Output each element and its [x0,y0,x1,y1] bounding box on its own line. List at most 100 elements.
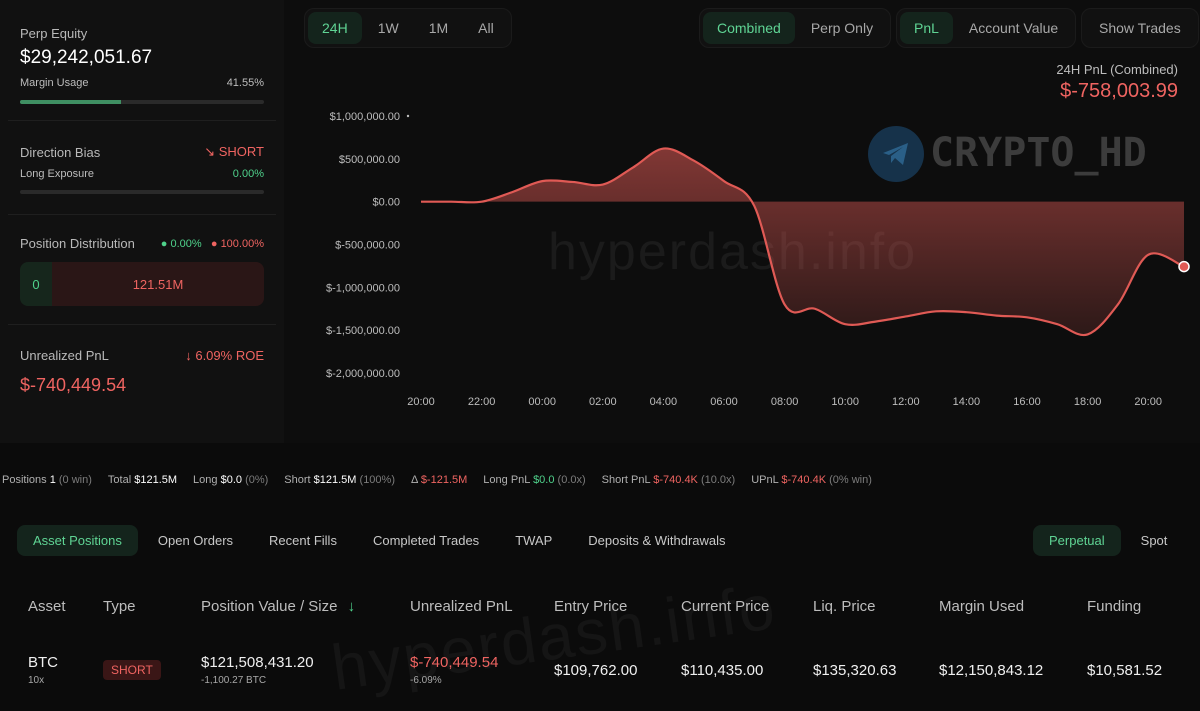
asset-cell: BTC 10x [28,654,58,686]
x-tick-label: 20:00 [1134,396,1162,408]
positions-table-header: Asset Type Position Value / Size ↓ Unrea… [0,598,1200,620]
divider [8,214,276,215]
type-cell: SHORT [103,660,161,680]
col-margin-used[interactable]: Margin Used [939,598,1025,615]
x-tick-label: 10:00 [831,396,859,408]
perp-equity-label: Perp Equity [20,26,88,41]
margin-usage-value: 41.55% [226,77,264,89]
tab-deposits-withdrawals[interactable]: Deposits & Withdrawals [588,532,726,548]
stat-label: Total [107,474,132,486]
sort-desc-icon: ↓ [347,598,356,615]
upnl-value: $-740,449.54 [410,654,499,671]
direction-bias-value: ↘ SHORT [204,144,264,160]
divider [8,324,276,325]
current-point-marker [1178,260,1190,273]
tab-spot[interactable]: Spot [1140,532,1168,548]
range-selector: 24H 1W 1M All [304,8,512,48]
stat-label: Δ [411,474,418,486]
metric-tab-pnl[interactable]: PnL [900,12,953,44]
stat-item: Δ $-121.5M [411,474,467,486]
x-tick-label: 08:00 [771,396,799,408]
stat-label: Long [193,474,218,486]
range-tab-1m[interactable]: 1M [428,20,449,36]
stat-value: $0.0 [533,474,555,486]
table-row[interactable]: BTC 10x SHORT $121,508,431.20 -1,100.27 … [0,640,1200,700]
funding: $10,581.52 [1087,662,1163,679]
show-trades-group: Show Trades [1081,8,1199,48]
margin-usage-label: Margin Usage [20,77,89,89]
col-current-price[interactable]: Current Price [681,598,770,615]
asset-symbol: BTC [28,654,58,671]
tab-open-orders[interactable]: Open Orders [157,532,234,548]
perp-equity-card: Perp Equity $29,242,051.67 Margin Usage … [0,26,284,89]
metric-tab-account-value[interactable]: Account Value [968,20,1059,36]
col-position-value-label: Position Value / Size [201,598,338,615]
show-trades-button[interactable]: Show Trades [1099,20,1181,36]
stat-value: $-121.5M [420,474,468,486]
perp-equity-value: $29,242,051.67 [20,47,153,68]
arrow-down-icon: ↓ [185,348,192,363]
trend-down-icon: ↘ [204,144,216,159]
upnl-cell: $-740,449.54 -6.09% [410,654,498,686]
mode-selector: Combined Perp Only [699,8,892,48]
mode-tab-perp-only[interactable]: Perp Only [810,20,874,36]
col-type[interactable]: Type [103,598,136,615]
roe-text: 6.09% ROE [195,348,264,363]
direction-bias-card: Direction Bias ↘ SHORT Long Exposure 0.0… [0,144,284,180]
col-unrealized-pnl[interactable]: Unrealized PnL [410,598,513,615]
tab-asset-positions[interactable]: Asset Positions [17,524,138,556]
stat-label: Long PnL [483,474,530,486]
stat-item: Long PnL $0.0 (0.0x) [483,474,585,486]
position-distribution-card: Position Distribution ● 0.00% ● 100.00% [0,236,284,251]
stat-value: $-740.4K [781,474,827,486]
position-value-cell: $121,508,431.20 -1,100.27 BTC [201,654,314,686]
liq-price: $135,320.63 [813,662,897,679]
tab-twap[interactable]: TWAP [515,532,553,548]
upnl-pct: -6.09% [410,675,442,686]
range-tab-24h[interactable]: 24H [308,12,362,44]
direction-bias-label: Direction Bias [20,144,101,160]
unrealized-pnl-label: Unrealized PnL [20,348,109,363]
tab-recent-fills[interactable]: Recent Fills [269,532,337,548]
unrealized-pnl-value: $-740,449.54 [20,375,127,395]
long-segment: 0 [20,262,52,306]
range-tab-all[interactable]: All [478,20,494,36]
y-tick-label: $-2,000,000.00 [326,368,400,380]
tab-completed-trades[interactable]: Completed Trades [372,532,480,548]
short-dot-icon: ● [210,237,218,250]
unrealized-pnl-card: Unrealized PnL ↓ 6.09% ROE $-740,449.54 [0,348,284,396]
stat-note: (0 win) [58,474,92,486]
position-value: $121,508,431.20 [201,654,314,671]
x-tick-label: 12:00 [892,396,920,408]
direction-bias-text: SHORT [218,144,264,159]
range-tab-1w[interactable]: 1W [377,20,399,36]
stat-label: Short [284,474,311,486]
x-tick-label: 22:00 [468,396,496,408]
short-pct: 100.00% [220,237,264,250]
current-price: $110,435.00 [681,662,764,679]
col-liq-price[interactable]: Liq. Price [813,598,876,615]
y-axis-marker [406,114,410,118]
pnl-chart: $1,000,000.00 $500,000.00 $0.00 $-500,000.0… [326,111,1190,408]
col-entry-price[interactable]: Entry Price [554,598,628,615]
position-size: -1,100.27 BTC [201,675,267,686]
col-position-value[interactable]: Position Value / Size ↓ [201,598,355,615]
pnl-line [420,147,1185,337]
y-tick-label: $1,000,000.00 [330,111,400,123]
stat-value: $121.5M [313,474,357,486]
y-tick-label: $0.00 [372,197,400,209]
margin-usage-fill [20,100,122,104]
stat-label: Short PnL [601,474,651,486]
stat-value: $121.5M [134,474,178,486]
x-tick-label: 18:00 [1074,396,1102,408]
position-distribution-bar: 0 121.51M [20,262,264,306]
long-exposure-value: 0.00% [232,168,264,180]
stat-label: Positions [2,474,47,486]
entry-price: $109,762.00 [554,662,638,679]
col-funding[interactable]: Funding [1087,598,1142,615]
tab-perpetual[interactable]: Perpetual [1033,524,1121,556]
mode-tab-combined[interactable]: Combined [703,12,795,44]
col-asset[interactable]: Asset [28,598,66,615]
x-tick-label: 06:00 [710,396,738,408]
stat-item: Short $121.5M (100%) [284,474,395,486]
